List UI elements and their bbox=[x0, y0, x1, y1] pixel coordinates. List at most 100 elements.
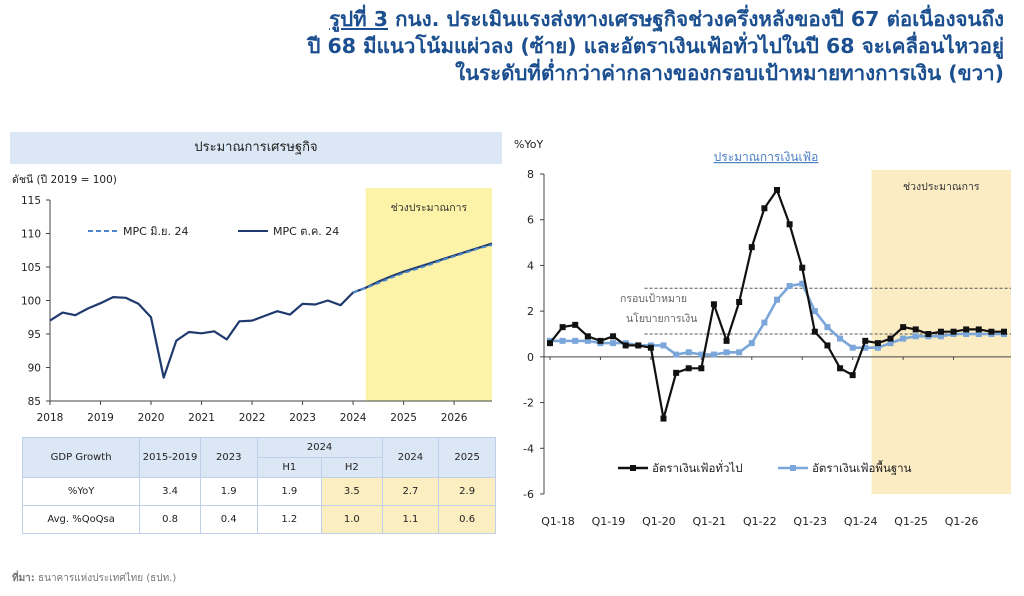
table-cell: 0.4 bbox=[199, 505, 258, 534]
right-axes: -6 -4 -2 0 2 4 6 8 Q1-18 Q1-19 Q1-20 Q1-21 Q1-22 Q1-2… bbox=[523, 168, 1011, 528]
series-point-1 bbox=[975, 331, 982, 337]
series-point-1 bbox=[824, 324, 831, 331]
title-line-2: ปี 68 มีแนวโน้มแผ่วลง (ซ้าย) และอัตราเงิ… bbox=[307, 34, 1004, 58]
left-x-tick-label: 2023 bbox=[289, 412, 316, 424]
gdp-growth-table: GDP Growth 2015-2019 2023 2024 2024 2025… bbox=[21, 437, 496, 534]
series-point-1 bbox=[887, 340, 894, 347]
left-chart-title: ประมาณการเศรษฐกิจ bbox=[10, 132, 502, 164]
table-row: %YoY 3.4 1.9 1.9 3.5 2.7 2.9 bbox=[21, 477, 496, 506]
figure-title: รูปที่ 3 กนง. ประเมินแรงส่งทางเศรษฐกิจช่… bbox=[14, 6, 1004, 87]
series-point-0 bbox=[975, 326, 982, 333]
series-point-0 bbox=[610, 333, 617, 340]
table-col-2023: 2023 bbox=[199, 437, 258, 478]
left-x-tick-label: 2025 bbox=[390, 412, 417, 424]
series-point-1 bbox=[698, 351, 705, 358]
series-point-0 bbox=[811, 328, 818, 335]
series-point-0 bbox=[874, 340, 881, 347]
series-point-0 bbox=[900, 324, 907, 331]
inflation-chart: %YoY ประมาณการเงินเฟ้อ ช่วงประมาณการ -6-… bbox=[514, 138, 1011, 528]
right-x-tick-label: Q1-26 bbox=[945, 515, 979, 528]
right-y-tick-label: 6 bbox=[527, 214, 534, 227]
right-y-tick-label: 4 bbox=[527, 259, 534, 272]
right-x-tick-label: Q1-23 bbox=[793, 515, 827, 528]
legend-label-0: อัตราเงินเฟ้อทั่วไป bbox=[652, 460, 743, 475]
right-x-tick-label: Q1-18 bbox=[541, 515, 575, 528]
series-point-0 bbox=[748, 244, 755, 251]
source-text: ธนาคารแห่งประเทศไทย (ธปท.) bbox=[38, 573, 177, 584]
series-point-1 bbox=[673, 351, 680, 358]
left-x-tick-label: 2018 bbox=[37, 412, 64, 424]
series-point-0 bbox=[887, 335, 894, 342]
series-point-1 bbox=[900, 335, 907, 342]
table-cell: 1.0 bbox=[321, 505, 383, 534]
series-point-1 bbox=[811, 308, 818, 315]
right-y-tick-label: 0 bbox=[527, 351, 534, 364]
series-point-1 bbox=[761, 319, 768, 326]
left-y-tick-label: 105 bbox=[21, 262, 41, 274]
series-point-1 bbox=[874, 344, 881, 351]
series-point-0 bbox=[723, 337, 730, 344]
right-x-tick-label: Q1-22 bbox=[743, 515, 777, 528]
series-point-0 bbox=[673, 369, 680, 376]
series-point-0 bbox=[761, 205, 768, 212]
left-x-tick-label: 2024 bbox=[340, 412, 367, 424]
series-point-1 bbox=[748, 340, 755, 347]
right-y-tick-label: 2 bbox=[527, 305, 534, 318]
series-point-0 bbox=[559, 324, 566, 331]
series-point-0 bbox=[950, 328, 957, 335]
right-y-axis-title: %YoY bbox=[514, 138, 543, 151]
table-cell: 2.7 bbox=[381, 477, 440, 506]
series-point-0 bbox=[597, 337, 604, 344]
left-y-tick-label: 115 bbox=[21, 195, 41, 207]
series-point-0 bbox=[698, 365, 705, 372]
series-point-0 bbox=[736, 299, 743, 305]
forecast-label: ช่วงประมาณการ bbox=[903, 181, 980, 193]
table-row-label: Avg. %QoQsa bbox=[21, 505, 141, 534]
series-point-0 bbox=[1001, 328, 1007, 335]
table-cell: 0.8 bbox=[139, 505, 201, 534]
source-label: ที่มา: bbox=[12, 573, 35, 584]
gdp-index-chart: ดัชนี (ปี 2019 = 100) ช่วงประมาณการ 85 90… bbox=[12, 173, 493, 424]
series-point-0 bbox=[635, 342, 642, 349]
legend-marker-0 bbox=[630, 465, 636, 471]
table-cell: 1.9 bbox=[256, 477, 323, 506]
left-x-tick-label: 2021 bbox=[188, 412, 215, 424]
right-series bbox=[547, 187, 1007, 422]
series-point-1 bbox=[912, 333, 919, 340]
right-x-tick-label: Q1-21 bbox=[693, 515, 727, 528]
left-axes: 85 90 95 100 105 110 115 2018 2019 2020 2021 2022 20… bbox=[21, 195, 492, 424]
target-label: นโยบายการเงิน bbox=[626, 312, 697, 325]
table-row: Avg. %QoQsa 0.8 0.4 1.2 1.0 1.1 0.6 bbox=[21, 505, 496, 534]
title-line-1: กนง. ประเมินแรงส่งทางเศรษฐกิจช่วงครึ่งหล… bbox=[395, 7, 1004, 31]
series-point-0 bbox=[584, 333, 591, 340]
table-col-2024-half: 2024 bbox=[256, 437, 383, 458]
series-line-1 bbox=[352, 243, 493, 294]
forecast-label: ช่วงประมาณการ bbox=[391, 202, 468, 214]
series-point-0 bbox=[572, 321, 579, 328]
target-label: กรอบเป้าหมาย bbox=[620, 293, 687, 305]
series-point-0 bbox=[685, 365, 692, 372]
table-cell: 3.5 bbox=[321, 477, 383, 506]
left-forecast-band: ช่วงประมาณการ bbox=[365, 188, 492, 401]
series-point-1 bbox=[710, 351, 717, 358]
series-point-1 bbox=[774, 296, 780, 303]
series-point-1 bbox=[736, 349, 743, 356]
series-point-0 bbox=[925, 331, 932, 337]
left-x-tick-label: 2019 bbox=[87, 412, 114, 424]
series-point-1 bbox=[723, 349, 730, 356]
left-y-axis-title: ดัชนี (ปี 2019 = 100) bbox=[12, 173, 117, 186]
source-note: ที่มา: ธนาคารแห่งประเทศไทย (ธปท.) bbox=[12, 571, 176, 586]
legend-label-1: อัตราเงินเฟ้อพื้นฐาน bbox=[812, 460, 912, 475]
legend-label-1: MPC มิ.ย. 24 bbox=[123, 225, 188, 238]
legend-label-0: MPC ต.ค. 24 bbox=[273, 225, 339, 238]
right-x-tick-label: Q1-25 bbox=[894, 515, 928, 528]
series-point-1 bbox=[660, 342, 667, 349]
series-point-0 bbox=[988, 328, 995, 335]
right-x-tick-label: Q1-20 bbox=[642, 515, 676, 528]
series-point-1 bbox=[849, 344, 856, 351]
table-cell: 1.1 bbox=[381, 505, 440, 534]
left-series bbox=[49, 242, 493, 379]
series-point-0 bbox=[774, 187, 780, 193]
table-col-2025: 2025 bbox=[438, 437, 496, 478]
table-header-label: GDP Growth bbox=[21, 437, 141, 478]
